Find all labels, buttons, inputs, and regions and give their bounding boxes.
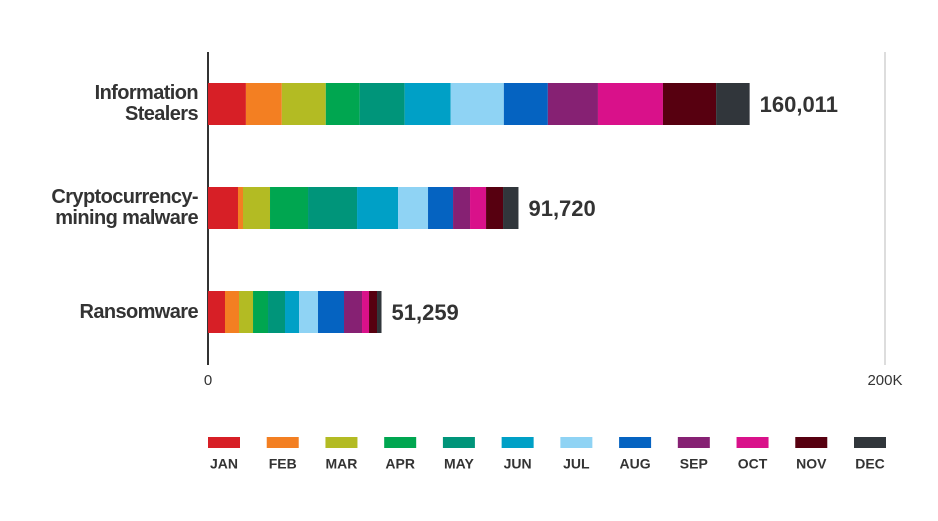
bar-segment [344,291,363,333]
bar-segment [357,187,399,229]
bar-segment [486,187,504,229]
legend-label: JUL [563,456,590,472]
bar-segment [208,187,238,229]
legend-label: FEB [269,456,297,472]
bar-segment [398,187,429,229]
bar-segment [359,83,405,125]
bar-segment [428,187,454,229]
bar-segment [547,83,598,125]
bar-segment [308,187,358,229]
legend-label: OCT [738,456,768,472]
bar-segment [281,83,326,125]
bar-segment [285,291,300,333]
bar-segment [503,187,519,229]
bar-segment [369,291,378,333]
total-label: 51,259 [392,300,459,325]
bar-segment [453,187,471,229]
bar-segment [470,187,487,229]
legend-label: NOV [796,456,827,472]
bar-segment [270,187,309,229]
legend-label: AUG [620,456,651,472]
bar-segment [377,291,382,333]
bar-segment [253,291,269,333]
legend-swatch [442,437,475,448]
bar-segment [299,291,319,333]
legend-swatch [854,437,886,448]
bar-segment [318,291,345,333]
legend-label: MAR [326,456,358,472]
bar-segment [404,83,451,125]
legend-swatch [384,437,417,448]
legend-label: DEC [855,456,885,472]
bar-segment [239,291,254,333]
legend-label: MAY [444,456,474,472]
legend-swatch [795,437,828,448]
legend-label: APR [385,456,415,472]
legend-swatch [619,437,652,448]
total-label: 160,011 [760,92,838,117]
bar-segment [325,83,360,125]
legend-label: SEP [680,456,708,472]
bar-segment [503,83,548,125]
bar-segment [208,291,225,333]
bar-segment [208,83,246,125]
x-tick-label: 200K [867,372,902,389]
bar-segment [362,291,370,333]
legend-swatch [266,437,299,448]
bar-segment [268,291,286,333]
legend-swatch [736,437,769,448]
bar-segment [450,83,504,125]
bar-segment [245,83,282,125]
legend-swatch [560,437,593,448]
bar-segment [662,83,717,125]
category-label: Information Stealers [94,82,199,125]
x-tick-label: 0 [204,372,212,389]
legend-swatch [501,437,534,448]
bar-segment [597,83,663,125]
legend-label: JAN [210,456,238,472]
total-label: 91,720 [528,196,595,221]
bar-segment [716,83,750,125]
bar-segment [243,187,271,229]
category-label: Ransomware [79,300,199,323]
legend-swatch [208,437,240,448]
bar-segment [224,291,240,333]
legend-label: JUN [504,456,532,472]
bar-segment [237,187,244,229]
legend-swatch [677,437,710,448]
category-label: Cryptocurrency-mining malware [51,186,198,229]
legend-swatch [325,437,358,448]
